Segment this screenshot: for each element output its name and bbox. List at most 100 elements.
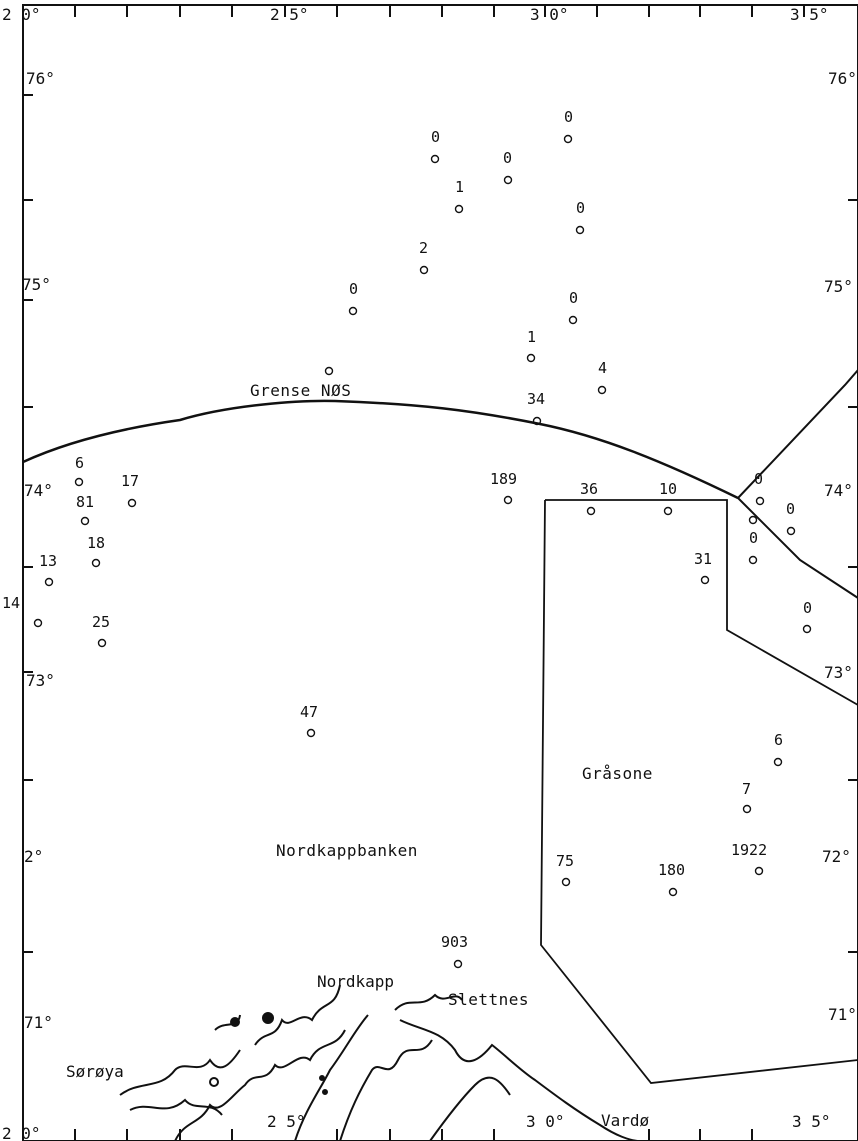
right-lat-71: 71° [828,1005,857,1024]
station-count: 47 [300,703,318,721]
bottom-lon-25: 2 5° [267,1112,306,1131]
station-count: 4 [598,359,607,377]
station-count: 14 [2,594,20,612]
station-count: 31 [694,550,712,568]
station-marker: 36 [580,480,598,516]
station-marker: 25 [92,613,110,648]
station-marker: 1 [454,178,464,214]
left-lat-76: 76° [26,69,55,88]
station-marker: 180 [658,861,685,897]
stations: 0 0 0 1 0 2 0 0 1 4 34 6 81 17 18 13 14 … [2,108,812,969]
station-count: 180 [658,861,685,879]
station-count: 0 [569,289,578,307]
grense-nos-boundary [22,399,739,500]
station-count: 10 [659,480,677,498]
station-count: 13 [39,552,57,570]
right-lat-74: 74° [824,481,853,500]
station-count: 2 [419,239,428,257]
station-marker: 34 [527,390,545,426]
soroya-label: Sørøya [66,1062,124,1081]
station-marker [324,366,334,376]
station-marker: 13 [39,552,57,587]
station-marker: 1922 [731,841,767,876]
station-count: 0 [754,470,763,488]
station-count: 81 [76,493,94,511]
station-marker: 4 [597,359,607,395]
left-lat-74: 74° [24,481,53,500]
station-marker: 1 [526,328,536,363]
right-lat-76: 76° [828,69,857,88]
grense-nos-label: Grense NØS [250,381,351,400]
station-marker: 2 [419,239,429,275]
station-marker: 0 [430,128,440,164]
station-count: 0 [786,500,795,518]
station-marker: 189 [490,470,517,505]
top-lon-20: 2 0° [2,5,41,24]
station-marker: 10 [659,480,677,516]
bottom-lon-35: 3 5° [792,1112,831,1131]
left-lat-73: 73° [26,671,55,690]
station-marker: 47 [300,703,318,738]
station-count: 0 [749,529,758,547]
top-lon-25: 2 5° [270,5,309,24]
station-marker: 0 [802,599,812,634]
station-marker: 903 [441,933,468,969]
slettnes-label: Slettnes [448,990,529,1009]
station-count: 6 [75,454,84,472]
station-marker: 6 [773,731,783,767]
grasone-label: Gråsone [582,764,653,783]
bottom-lon-30: 3 0° [526,1112,565,1131]
station-count: 0 [576,199,585,217]
station-marker: 0 [754,470,765,506]
top-ticks [74,5,805,17]
south-east-boundary [737,497,858,599]
coastline [119,984,641,1141]
station-count: 189 [490,470,517,488]
station-count: 1 [527,328,536,346]
station-count: 0 [564,108,573,126]
station-marker: 0 [748,529,758,565]
vardo-label: Vardø [601,1111,650,1130]
station-count: 17 [121,472,139,490]
station-count: 0 [803,599,812,617]
map-frame [22,4,858,1141]
station-marker: 0 [348,280,358,316]
top-lon-35: 3 5° [790,5,829,24]
station-marker: 0 [568,289,578,325]
grasone-zone [540,499,858,1084]
right-lat-75: 75° [824,277,853,296]
station-count: 6 [774,731,783,749]
station-marker: 0 [786,500,796,536]
station-count: 7 [742,780,751,798]
station-marker: 6 [74,454,84,487]
nordkapp-label: Nordkapp [317,972,394,991]
north-east-boundary [737,369,858,499]
station-count: 0 [503,149,512,167]
station-count: 0 [349,280,358,298]
station-count: 75 [556,852,574,870]
station-count: 0 [431,128,440,146]
station-count: 903 [441,933,468,951]
station-marker: 31 [694,550,712,585]
left-lat-72: 2° [24,847,43,866]
station-marker: 14 [2,594,43,628]
top-lon-30: 3 0° [530,5,569,24]
station-count: 34 [527,390,545,408]
bottom-ticks [74,1129,753,1141]
station-count: 1 [455,178,464,196]
left-lat-71: 71° [24,1013,53,1032]
station-marker: 81 [76,493,94,526]
right-lat-73: 73° [824,663,853,682]
station-marker: 0 [563,108,573,144]
right-lat-72: 72° [822,847,851,866]
left-ticks [23,94,33,953]
station-marker: 17 [121,472,139,508]
nordkappbanken-label: Nordkappbanken [276,841,418,860]
station-marker: 75 [556,852,574,887]
station-count: 25 [92,613,110,631]
station-count: 1922 [731,841,767,859]
station-marker: 7 [742,780,752,814]
station-marker: 0 [575,199,585,235]
station-count: 18 [87,534,105,552]
